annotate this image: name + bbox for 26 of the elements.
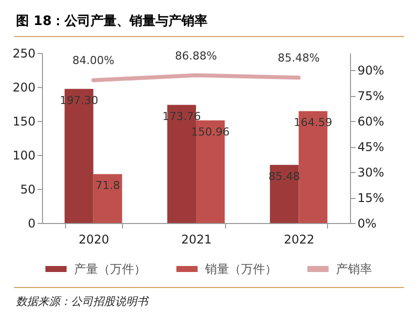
y2-tick-label: 60% xyxy=(358,114,384,128)
y-tick-label: 250 xyxy=(12,46,36,60)
x-tick-label: 2020 xyxy=(78,232,110,246)
y2-tick-label: 75% xyxy=(358,89,384,103)
legend-label: 产量（万件） xyxy=(74,262,146,276)
y-tick-label: 100 xyxy=(12,148,36,162)
data-label: 86.88% xyxy=(175,49,217,62)
y-tick-label: 150 xyxy=(12,114,36,128)
data-label: 85.48% xyxy=(278,52,320,65)
data-label: 71.8 xyxy=(95,179,120,192)
y2-tick-label: 15% xyxy=(358,191,384,205)
y-tick-label: 50 xyxy=(20,182,36,196)
y-tick-label: 200 xyxy=(12,80,36,94)
x-tick-label: 2022 xyxy=(284,232,314,246)
y2-tick-label: 0% xyxy=(358,216,377,230)
legend-label: 销量（万件） xyxy=(204,262,277,276)
y2-tick-label: 90% xyxy=(358,64,384,78)
x-tick-label: 2021 xyxy=(181,232,212,246)
y-tick-label: 0 xyxy=(28,216,36,230)
legend-label: 产销率 xyxy=(336,262,372,276)
chart-title: 图 18：公司产量、销量与产销率 xyxy=(14,0,404,37)
bar xyxy=(93,174,122,223)
data-label: 84.00% xyxy=(72,54,114,68)
source-note: 数据来源：公司招股说明书 xyxy=(14,287,404,309)
y2-tick-label: 30% xyxy=(358,166,384,180)
y2-tick-label: 45% xyxy=(358,140,384,154)
